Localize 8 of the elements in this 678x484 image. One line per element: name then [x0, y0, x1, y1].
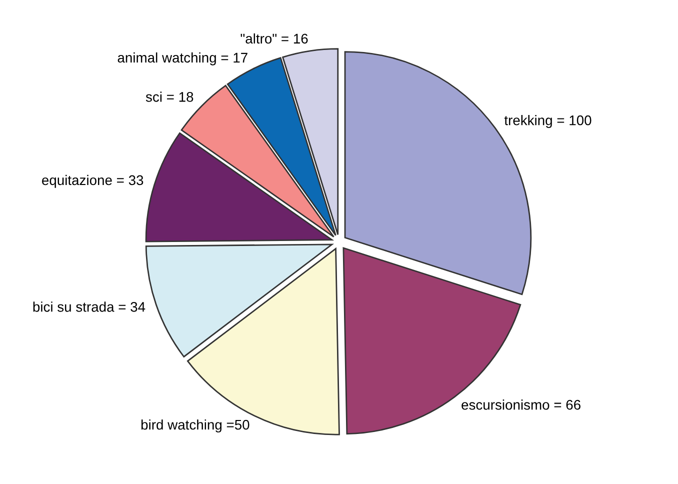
slice-label: trekking = 100	[504, 115, 592, 128]
slice-label: equitazione = 33	[42, 174, 144, 188]
slice-label: escursionismo = 66	[462, 400, 580, 410]
slice-label: bird watching =50	[141, 419, 250, 432]
slice-label: "altro" = 16	[240, 33, 308, 44]
slice-label: animal watching = 17	[118, 52, 248, 66]
slice-label: bici su strada = 34	[33, 302, 146, 312]
slice-label: sci = 18	[146, 92, 194, 102]
